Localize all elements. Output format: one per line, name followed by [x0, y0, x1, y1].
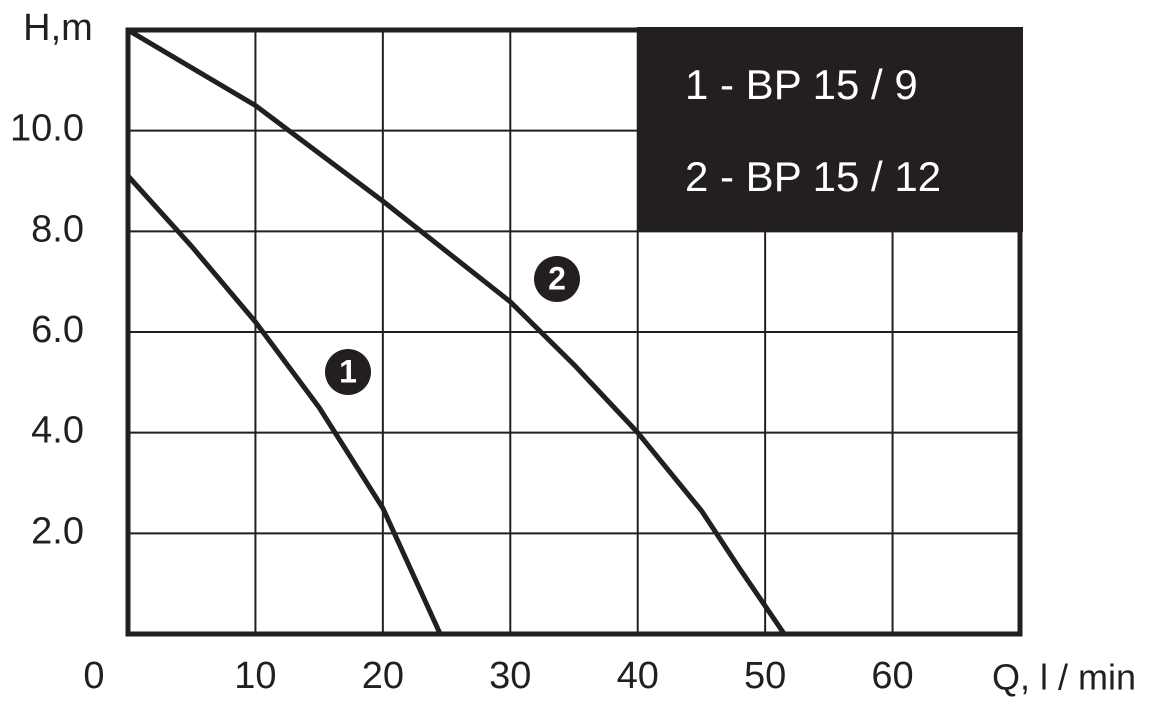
x-axis-label: Q, l / min	[992, 657, 1136, 698]
x-tick-label: 40	[617, 655, 659, 697]
legend-label: 2 - BP 15 / 12	[685, 153, 941, 200]
annotation-badge	[325, 349, 371, 395]
y-tick-label: 10.0	[10, 108, 84, 150]
y-tick-label: 2.0	[31, 510, 84, 552]
x-tick-label: 10	[234, 655, 276, 697]
y-tick-label: 6.0	[31, 309, 84, 351]
annotation-badge	[534, 256, 580, 302]
plot-frame	[125, 27, 1023, 637]
annotation: 2	[548, 260, 566, 296]
y-tick-label: 8.0	[31, 208, 84, 250]
x-tick-label: 60	[871, 655, 913, 697]
legend-box	[637, 27, 1023, 232]
legend-label: 1 - BP 15 / 9	[685, 61, 918, 108]
line	[126, 174, 443, 636]
x-tick-label: 20	[362, 655, 404, 697]
x-tick-label: 50	[744, 655, 786, 697]
x-tick-label: 0	[83, 655, 104, 697]
line	[126, 27, 787, 636]
annotation: 1	[339, 353, 357, 389]
y-tick-label: 4.0	[31, 410, 84, 452]
y-axis-label: H,m	[23, 7, 93, 49]
x-tick-label: 30	[489, 655, 531, 697]
